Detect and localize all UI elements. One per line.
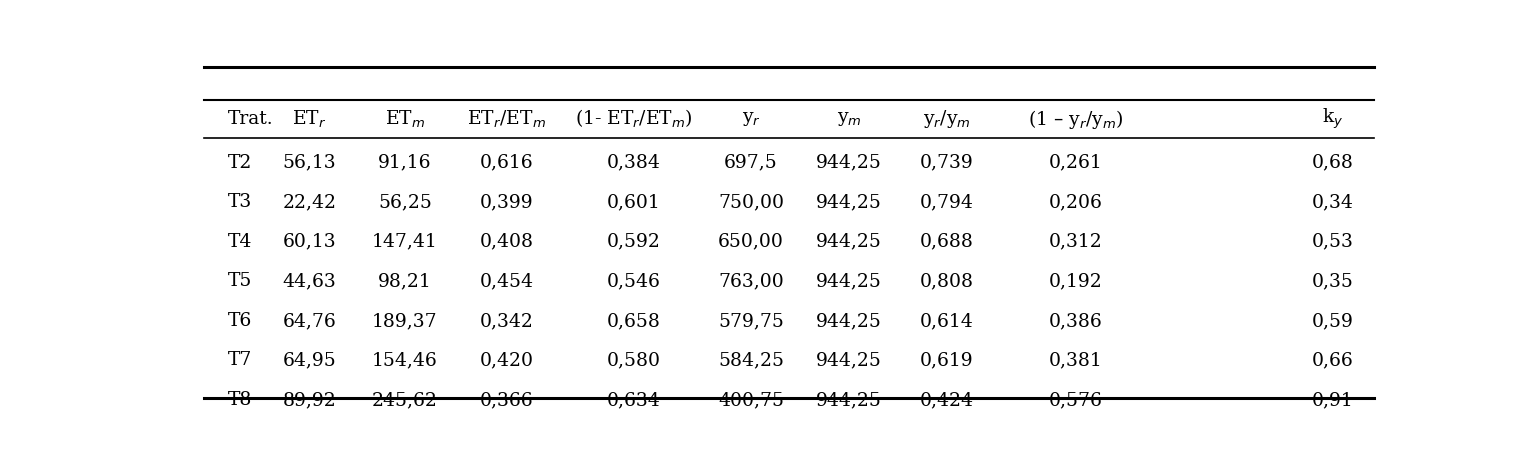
Text: 0,34: 0,34 xyxy=(1312,193,1354,212)
Text: ET$_{r}$: ET$_{r}$ xyxy=(293,109,326,130)
Text: 0,408: 0,408 xyxy=(479,233,533,251)
Text: 98,21: 98,21 xyxy=(377,272,431,291)
Text: 44,63: 44,63 xyxy=(282,272,336,291)
Text: 944,25: 944,25 xyxy=(816,351,882,370)
Text: T8: T8 xyxy=(228,391,253,409)
Text: 944,25: 944,25 xyxy=(816,233,882,251)
Text: 22,42: 22,42 xyxy=(282,193,336,212)
Text: 763,00: 763,00 xyxy=(718,272,784,291)
Text: 0,634: 0,634 xyxy=(607,391,661,409)
Text: 697,5: 697,5 xyxy=(724,154,778,172)
Text: y$_{m}$: y$_{m}$ xyxy=(836,110,861,128)
Text: 0,688: 0,688 xyxy=(919,233,973,251)
Text: 0,366: 0,366 xyxy=(479,391,533,409)
Text: ET$_{m}$: ET$_{m}$ xyxy=(385,109,425,130)
Text: 0,601: 0,601 xyxy=(607,193,661,212)
Text: 0,66: 0,66 xyxy=(1312,351,1354,370)
Text: (1- ET$_{r}$/ET$_{m}$): (1- ET$_{r}$/ET$_{m}$) xyxy=(576,108,693,130)
Text: 147,41: 147,41 xyxy=(373,233,437,251)
Text: 154,46: 154,46 xyxy=(373,351,437,370)
Text: 0,384: 0,384 xyxy=(607,154,661,172)
Text: T6: T6 xyxy=(228,312,253,330)
Text: 944,25: 944,25 xyxy=(816,193,882,212)
Text: 750,00: 750,00 xyxy=(718,193,784,212)
Text: y$_{r}$/y$_{m}$: y$_{r}$/y$_{m}$ xyxy=(922,108,970,130)
Text: 0,59: 0,59 xyxy=(1312,312,1354,330)
Text: 944,25: 944,25 xyxy=(816,312,882,330)
Text: 0,739: 0,739 xyxy=(919,154,973,172)
Text: T7: T7 xyxy=(228,351,253,370)
Text: (1 – y$_{r}$/y$_{m}$): (1 – y$_{r}$/y$_{m}$) xyxy=(1027,108,1124,131)
Text: Trat.: Trat. xyxy=(228,110,274,128)
Text: 0,192: 0,192 xyxy=(1049,272,1103,291)
Text: 56,13: 56,13 xyxy=(283,154,336,172)
Text: 0,35: 0,35 xyxy=(1312,272,1354,291)
Text: 944,25: 944,25 xyxy=(816,391,882,409)
Text: T2: T2 xyxy=(228,154,253,172)
Text: 64,76: 64,76 xyxy=(282,312,336,330)
Text: 400,75: 400,75 xyxy=(718,391,784,409)
Text: 0,546: 0,546 xyxy=(607,272,661,291)
Text: T5: T5 xyxy=(228,272,253,291)
Text: 0,614: 0,614 xyxy=(919,312,973,330)
Text: 0,312: 0,312 xyxy=(1049,233,1103,251)
Text: T3: T3 xyxy=(228,193,253,212)
Text: 0,794: 0,794 xyxy=(919,193,973,212)
Text: 0,619: 0,619 xyxy=(919,351,973,370)
Text: 89,92: 89,92 xyxy=(282,391,336,409)
Text: 56,25: 56,25 xyxy=(377,193,431,212)
Text: 0,342: 0,342 xyxy=(479,312,533,330)
Text: 91,16: 91,16 xyxy=(379,154,431,172)
Text: 0,386: 0,386 xyxy=(1049,312,1103,330)
Text: 650,00: 650,00 xyxy=(718,233,784,251)
Text: 0,424: 0,424 xyxy=(919,391,973,409)
Text: 0,399: 0,399 xyxy=(479,193,533,212)
Text: 189,37: 189,37 xyxy=(373,312,437,330)
Text: 64,95: 64,95 xyxy=(282,351,336,370)
Text: 60,13: 60,13 xyxy=(283,233,336,251)
Text: 0,580: 0,580 xyxy=(607,351,661,370)
Text: 0,454: 0,454 xyxy=(479,272,533,291)
Text: ET$_{r}$/ET$_{m}$: ET$_{r}$/ET$_{m}$ xyxy=(467,109,545,130)
Text: 584,25: 584,25 xyxy=(718,351,784,370)
Text: 0,68: 0,68 xyxy=(1312,154,1354,172)
Text: 0,616: 0,616 xyxy=(479,154,533,172)
Text: 0,261: 0,261 xyxy=(1049,154,1103,172)
Text: y$_{r}$: y$_{r}$ xyxy=(742,110,761,128)
Text: 0,53: 0,53 xyxy=(1312,233,1354,251)
Text: 944,25: 944,25 xyxy=(816,272,882,291)
Text: 0,206: 0,206 xyxy=(1049,193,1103,212)
Text: k$_{y}$: k$_{y}$ xyxy=(1321,107,1343,131)
Text: T4: T4 xyxy=(228,233,253,251)
Text: 0,808: 0,808 xyxy=(919,272,973,291)
Text: 0,592: 0,592 xyxy=(607,233,661,251)
Text: 0,420: 0,420 xyxy=(479,351,533,370)
Text: 0,576: 0,576 xyxy=(1049,391,1103,409)
Text: 0,658: 0,658 xyxy=(607,312,661,330)
Text: 944,25: 944,25 xyxy=(816,154,882,172)
Text: 0,91: 0,91 xyxy=(1312,391,1354,409)
Text: 0,381: 0,381 xyxy=(1049,351,1103,370)
Text: 579,75: 579,75 xyxy=(718,312,784,330)
Text: 245,62: 245,62 xyxy=(373,391,437,409)
